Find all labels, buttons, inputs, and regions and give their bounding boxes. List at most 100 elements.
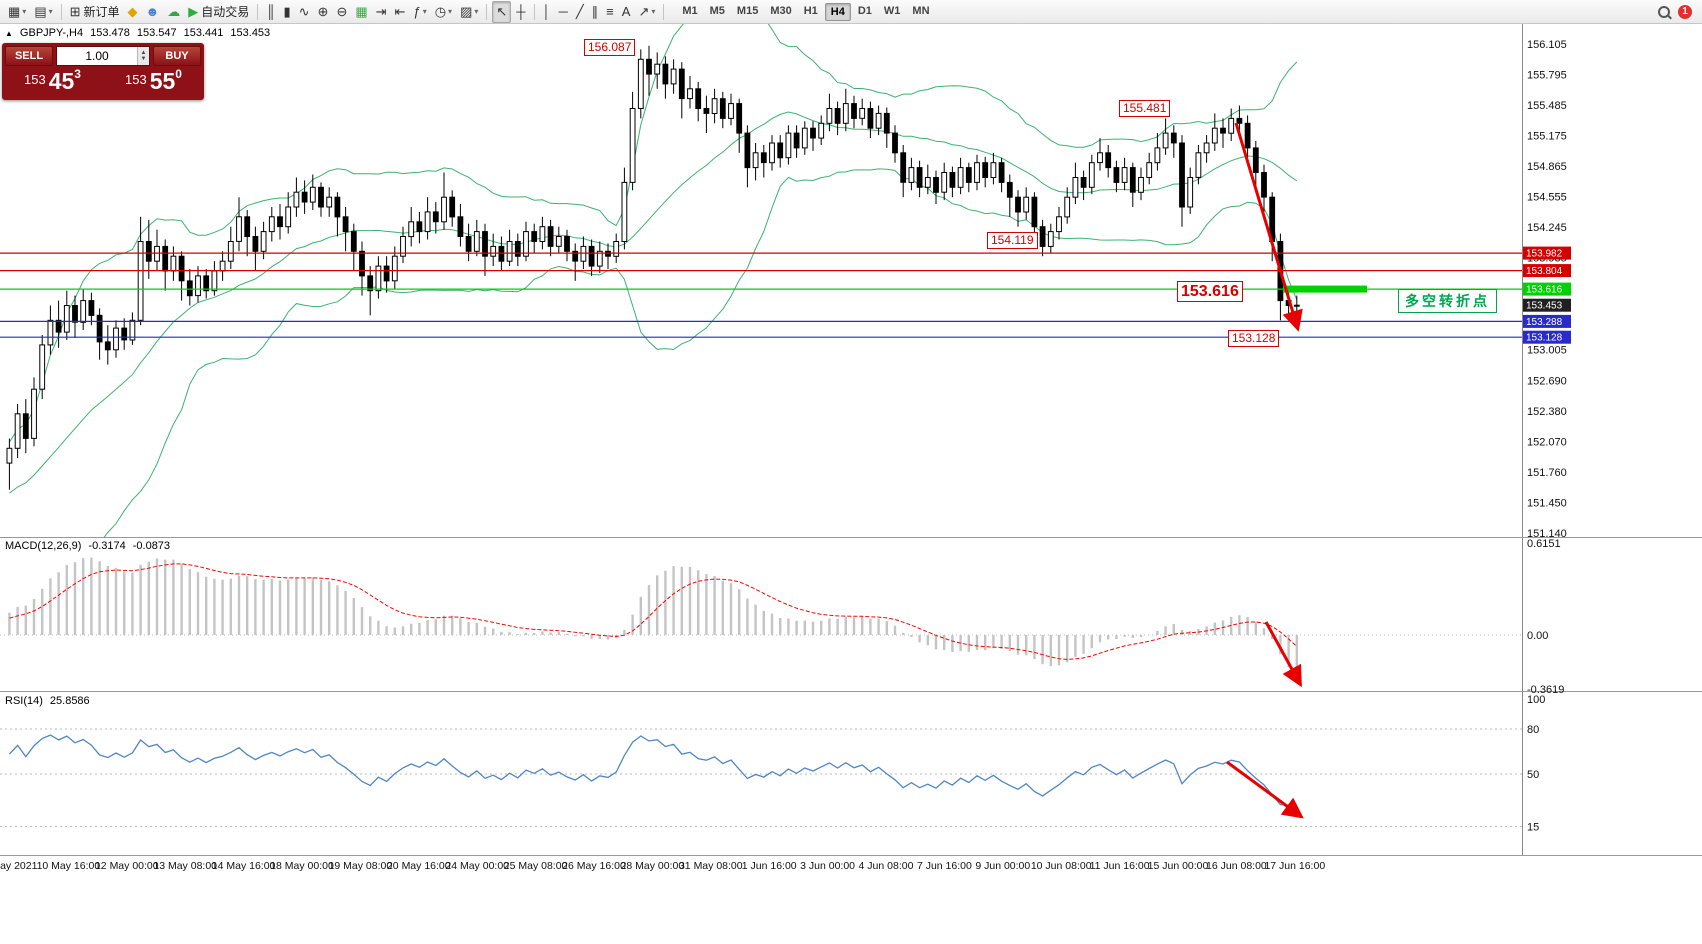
buy-price-button[interactable]: 153 550 xyxy=(103,65,204,97)
time-axis-label: 14 May 16:00 xyxy=(212,860,276,872)
timeframe-m15[interactable]: M15 xyxy=(736,4,759,17)
one-click-trading-panel: SELL 1.00 ▲ ▼ BUY 153 453 153 550 xyxy=(2,43,204,100)
indicators-button[interactable]: ƒ ▾ xyxy=(410,2,429,22)
trend-arrow[interactable] xyxy=(1234,122,1303,332)
candlestick-chart-icon: ▮ xyxy=(283,4,291,19)
time-axis-label: 20 May 16:00 xyxy=(387,860,451,872)
timeframe-m30[interactable]: M30 xyxy=(770,4,792,17)
autotrading-button[interactable]: ▶ 自动交易 xyxy=(185,2,252,22)
chart-profiles-icon: ▤ xyxy=(34,4,47,19)
ohlc-low: 153.441 xyxy=(183,27,224,39)
ohlc-close: 153.453 xyxy=(230,27,271,39)
vertical-line-button[interactable]: │ xyxy=(540,2,554,22)
auto-scroll-button[interactable]: ⇥ xyxy=(373,2,390,22)
channel-button[interactable]: ∥ xyxy=(589,2,602,22)
timeframe-d1[interactable]: D1 xyxy=(857,4,872,17)
macd-main-value: -0.3174 xyxy=(88,540,126,552)
trend-arrow[interactable] xyxy=(1264,621,1302,688)
timeframe-h1[interactable]: H1 xyxy=(803,4,818,17)
autotrading-button-label: 自动交易 xyxy=(201,5,250,19)
trendline-button[interactable]: ╱ xyxy=(573,2,587,22)
cursor-icon: ↖ xyxy=(496,4,508,19)
bollinger-bands xyxy=(8,24,1298,537)
volume-input[interactable]: 1.00 ▲ ▼ xyxy=(56,45,150,66)
horizontal-line-button[interactable]: ─ xyxy=(556,2,571,22)
time-axis-label: 26 May 16:00 xyxy=(562,860,626,872)
volume-spinner[interactable]: ▲ ▼ xyxy=(137,46,149,65)
dropdown-caret-icon: ▾ xyxy=(48,7,53,16)
price-tag-label: 153.982 xyxy=(1526,249,1563,260)
time-axis-label: 3 Jun 00:00 xyxy=(800,860,855,872)
timeframe-mn[interactable]: MN xyxy=(912,4,930,17)
bar-chart-button[interactable]: ║ xyxy=(263,2,278,22)
toolbar-separator xyxy=(663,3,665,20)
timeframe-h4[interactable]: H4 xyxy=(824,2,851,21)
cursor-button[interactable]: ↖ xyxy=(492,0,512,23)
text-button[interactable]: A xyxy=(619,2,634,22)
signals-button[interactable]: ☻ xyxy=(143,2,163,22)
tile-windows-button[interactable]: ▦ xyxy=(352,2,370,22)
price-axis-label: 154.245 xyxy=(1527,222,1567,234)
price-tag-label: 153.616 xyxy=(1526,285,1563,296)
line-chart-button[interactable]: ∿ xyxy=(296,2,313,22)
rsi-title: RSI(14) xyxy=(5,695,43,707)
price-axis-label: 155.175 xyxy=(1527,131,1567,143)
time-axis-label: 10 May 16:00 xyxy=(37,860,101,872)
new-chart-button[interactable]: ▦ ▾ xyxy=(5,2,29,22)
spinner-up-icon[interactable]: ▲ xyxy=(140,49,147,56)
sell-price-button[interactable]: 153 453 xyxy=(2,65,103,97)
price-tag-label: 153.128 xyxy=(1526,333,1563,344)
price-axis-label: 154.555 xyxy=(1527,192,1567,204)
vertical-line-icon: │ xyxy=(542,4,551,19)
price-axis-label: 155.485 xyxy=(1527,100,1567,112)
new-order-button[interactable]: ⊞ 新订单 xyxy=(67,2,123,22)
zoom-out-button[interactable]: ⊖ xyxy=(333,2,350,22)
chart-profiles-button[interactable]: ▤ ▾ xyxy=(31,2,55,22)
horizontal-line-icon: ─ xyxy=(558,4,568,19)
chart-shift-button[interactable]: ⇤ xyxy=(392,2,409,22)
timeframe-m5[interactable]: M5 xyxy=(709,4,725,17)
toolbar-separator xyxy=(60,3,62,20)
rsi-line xyxy=(8,734,1297,806)
vps-button[interactable]: ☁ xyxy=(164,2,183,22)
candlestick-chart-button[interactable]: ▮ xyxy=(280,2,293,22)
zoom-in-button[interactable]: ⊕ xyxy=(315,2,332,22)
mql5-market-button[interactable]: ◆ xyxy=(125,2,141,22)
dropdown-caret-icon: ▾ xyxy=(422,7,427,16)
ohlc-high: 153.547 xyxy=(136,27,177,39)
expand-panel-icon[interactable]: ▲ xyxy=(5,28,13,38)
ohlc-open: 153.478 xyxy=(90,27,130,39)
spinner-down-icon[interactable]: ▼ xyxy=(140,55,147,62)
trend-arrow[interactable] xyxy=(1226,760,1304,819)
time-axis-label: 13 May 08:00 xyxy=(153,860,217,872)
green-zone-bar[interactable] xyxy=(1283,285,1367,293)
notification-badge[interactable]: 1 xyxy=(1678,4,1692,19)
time-axis-label: 10 Jun 08:00 xyxy=(1031,860,1092,872)
periods-button[interactable]: ◷ ▾ xyxy=(432,2,455,22)
toolbar-right: 1 xyxy=(1658,4,1698,19)
dropdown-caret-icon: ▾ xyxy=(651,7,656,16)
rsi-header: RSI(14) 25.8586 xyxy=(5,695,90,707)
templates-button[interactable]: ▨ ▾ xyxy=(457,2,481,22)
timeframe-w1[interactable]: W1 xyxy=(883,4,901,17)
price-tag xyxy=(1523,264,1571,278)
fibonacci-button[interactable]: ≡ xyxy=(603,2,617,22)
symbol-info: ▲ GBPJPY-,H4 153.478 153.547 153.441 153… xyxy=(5,27,270,39)
buy-button[interactable]: BUY xyxy=(153,45,201,66)
autotrading-icon: ▶ xyxy=(188,4,199,19)
arrows-button[interactable]: ↗ ▾ xyxy=(635,2,658,22)
search-icon[interactable] xyxy=(1658,5,1670,18)
rsi-axis-label: 100 xyxy=(1527,694,1545,706)
crosshair-button[interactable]: ┼ xyxy=(513,2,528,22)
symbol-name: GBPJPY-,H4 xyxy=(19,27,84,39)
timeframe-m1[interactable]: M1 xyxy=(682,4,698,17)
time-axis-label: 15 Jun 00:00 xyxy=(1148,860,1209,872)
crosshair-icon: ┼ xyxy=(516,4,526,19)
sell-button[interactable]: SELL xyxy=(5,45,53,66)
periods-icon: ◷ xyxy=(434,4,447,19)
price-axis-label: 154.865 xyxy=(1527,161,1567,173)
macd-header: MACD(12,26,9) -0.3174 -0.0873 xyxy=(5,540,170,552)
timeframe-buttons: M1 M5 M15 M30 H1 H4 D1 W1 MN xyxy=(676,2,935,21)
